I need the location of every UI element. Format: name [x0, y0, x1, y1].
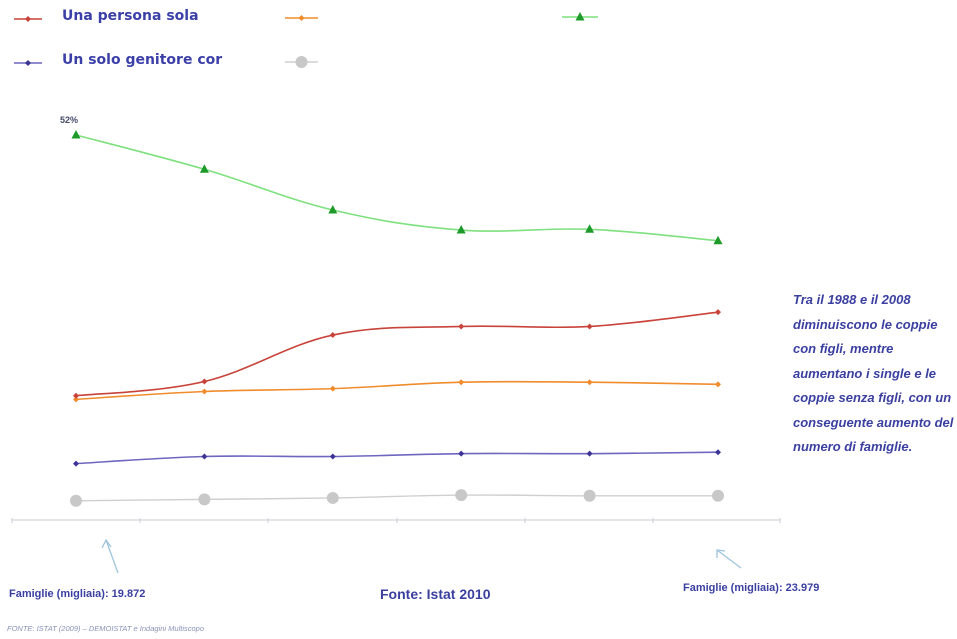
- series-point: [458, 323, 465, 330]
- series-4: [70, 489, 724, 507]
- legend-swatch-2: [562, 12, 598, 21]
- series-point: [455, 489, 468, 502]
- legend-swatch-marker: [25, 16, 31, 22]
- legend-swatch-0: [14, 16, 42, 22]
- series-3: [73, 449, 721, 467]
- arrow-left: [105, 539, 119, 574]
- series-point: [201, 453, 208, 460]
- legend-swatch-marker: [295, 56, 308, 68]
- series-line: [75, 451, 719, 465]
- series-line: [75, 134, 719, 242]
- legend-swatch-marker: [298, 15, 305, 21]
- arrow-right: [716, 549, 742, 569]
- series-point: [201, 388, 208, 395]
- legend-swatch-4: [285, 56, 318, 68]
- series-group: [70, 130, 724, 507]
- series-point: [586, 323, 593, 330]
- series-point: [73, 392, 79, 399]
- pointer-arrows: [101, 538, 742, 574]
- series-point: [199, 164, 209, 173]
- series-line: [75, 311, 719, 397]
- legend-swatch-marker: [575, 12, 585, 21]
- series-point: [713, 235, 723, 245]
- series-point: [70, 494, 82, 507]
- footer-source: FONTE: ISTAT (2009) – DEMOISTAT e Indagi…: [7, 624, 205, 633]
- series-point: [458, 379, 465, 386]
- data-label: 52%: [60, 115, 78, 125]
- arrow-left-head: [101, 538, 112, 549]
- series-point: [71, 130, 81, 139]
- series-point: [715, 309, 721, 316]
- caption-famiglie-2008: Famiglie (migliaia): 23.979: [683, 582, 820, 594]
- caption-fonte: Fonte: Istat 2010: [380, 586, 491, 602]
- series-point: [73, 396, 79, 403]
- x-axis: [11, 518, 781, 523]
- series-1: [73, 379, 721, 403]
- legend-label-una-persona-sola: Una persona sola: [62, 8, 199, 24]
- series-point: [586, 450, 593, 457]
- side-note: Tra il 1988 e il 2008 diminuiscono le co…: [793, 292, 954, 454]
- series-point: [586, 379, 593, 386]
- annotations: 52%: [60, 115, 78, 125]
- series-point: [458, 450, 465, 457]
- series-point: [715, 381, 721, 388]
- series-point: [201, 378, 208, 385]
- series-2: [71, 130, 723, 245]
- legend: [14, 12, 598, 68]
- series-point: [456, 225, 466, 234]
- arrow-right-head: [716, 549, 726, 558]
- series-point: [329, 385, 336, 392]
- series-point: [326, 491, 339, 504]
- series-0: [73, 309, 721, 399]
- series-point: [585, 224, 595, 233]
- series-point: [198, 493, 211, 506]
- series-point: [329, 453, 336, 460]
- series-point: [329, 332, 336, 339]
- caption-famiglie-1988: Famiglie (migliaia): 19.872: [9, 588, 146, 600]
- legend-swatch-1: [285, 15, 318, 21]
- series-point: [712, 489, 724, 502]
- series-point: [583, 489, 596, 502]
- series-point: [715, 449, 721, 456]
- legend-swatch-marker: [25, 60, 31, 66]
- legend-label-un-solo-genitore: Un solo genitore cor: [62, 52, 223, 68]
- series-line: [75, 380, 719, 401]
- series-point: [73, 460, 79, 467]
- legend-swatch-3: [14, 60, 42, 66]
- series-line: [75, 494, 719, 502]
- series-point: [328, 205, 338, 214]
